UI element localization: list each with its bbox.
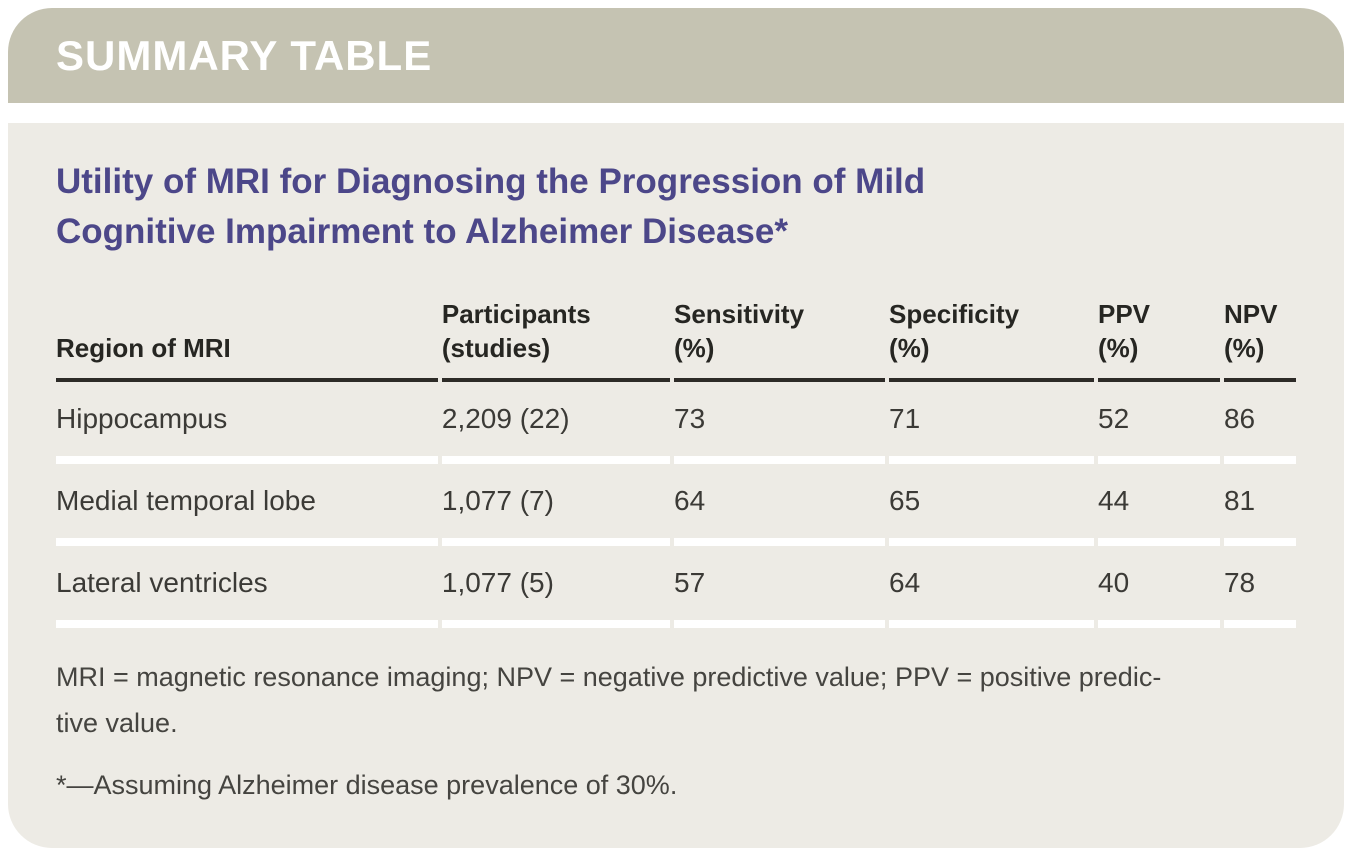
cell-npv: 86 — [1223, 382, 1296, 464]
table-row-lateral-ventricles: Lateral ventricles 1,077 (5) 57 64 40 78 — [56, 546, 1296, 628]
footnote-abbreviations-line2: tive value. — [56, 708, 178, 738]
column-header-specificity: Specificity (%) — [889, 297, 1094, 382]
column-header-ppv: PPV (%) — [1098, 297, 1220, 382]
page-title-line2: Cognitive Impairment to Alzheimer Diseas… — [56, 212, 788, 251]
cell-sensitivity: 73 — [674, 382, 886, 464]
column-header-npv: NPV (%) — [1223, 297, 1296, 382]
column-header-line1: PPV — [1098, 299, 1151, 329]
cell-participants: 2,209 (22) — [441, 382, 670, 464]
column-header-line2: (%) — [1223, 333, 1265, 363]
cell-specificity: 64 — [889, 546, 1094, 628]
summary-table-banner: SUMMARY TABLE — [8, 8, 1344, 103]
column-header-region: Region of MRI — [56, 297, 438, 382]
column-header-line2: (%) — [889, 333, 930, 363]
column-header-line1: NPV — [1223, 299, 1278, 329]
footnote-abbreviations: MRI = magnetic resonance imaging; NPV = … — [56, 654, 1296, 746]
column-header-participants: Participants (studies) — [441, 297, 670, 382]
cell-ppv: 52 — [1098, 382, 1220, 464]
cell-participants: 1,077 (7) — [441, 464, 670, 546]
summary-table: Region of MRI Participants (studies) Sen… — [52, 297, 1300, 628]
footnote-asterisk: *—Assuming Alzheimer disease prevalence … — [56, 770, 678, 800]
cell-region: Medial temporal lobe — [56, 464, 438, 546]
table-row-medial-temporal-lobe: Medial temporal lobe 1,077 (7) 64 65 44 … — [56, 464, 1296, 546]
column-header-line2: (studies) — [441, 333, 551, 363]
cell-region: Hippocampus — [56, 382, 438, 464]
column-header-line2: (%) — [1098, 333, 1139, 363]
cell-specificity: 71 — [889, 382, 1094, 464]
column-header-line1: Participants — [441, 299, 591, 329]
cell-sensitivity: 64 — [674, 464, 886, 546]
column-header-line1: Specificity — [889, 299, 1020, 329]
footnotes: MRI = magnetic resonance imaging; NPV = … — [56, 654, 1296, 808]
table-header-row: Region of MRI Participants (studies) Sen… — [56, 297, 1296, 382]
cell-npv: 81 — [1223, 464, 1296, 546]
column-header-line2: (%) — [674, 333, 715, 363]
footnote-abbreviations-line1: MRI = magnetic resonance imaging; NPV = … — [56, 662, 1162, 692]
page-title-line1: Utility of MRI for Diagnosing the Progre… — [56, 162, 926, 201]
cell-specificity: 65 — [889, 464, 1094, 546]
content-panel: Utility of MRI for Diagnosing the Progre… — [8, 123, 1344, 848]
column-header-sensitivity: Sensitivity (%) — [674, 297, 886, 382]
column-header-line2: Region of MRI — [56, 333, 231, 363]
banner-label: SUMMARY TABLE — [56, 31, 433, 79]
cell-ppv: 44 — [1098, 464, 1220, 546]
table-row-hippocampus: Hippocampus 2,209 (22) 73 71 52 86 — [56, 382, 1296, 464]
column-header-line1: Sensitivity — [674, 299, 805, 329]
cell-sensitivity: 57 — [674, 546, 886, 628]
banner-gap — [8, 103, 1344, 123]
cell-npv: 78 — [1223, 546, 1296, 628]
cell-ppv: 40 — [1098, 546, 1220, 628]
cell-region: Lateral ventricles — [56, 546, 438, 628]
cell-participants: 1,077 (5) — [441, 546, 670, 628]
page-title: Utility of MRI for Diagnosing the Progre… — [56, 157, 1296, 257]
summary-table-card: SUMMARY TABLE Utility of MRI for Diagnos… — [8, 8, 1344, 848]
